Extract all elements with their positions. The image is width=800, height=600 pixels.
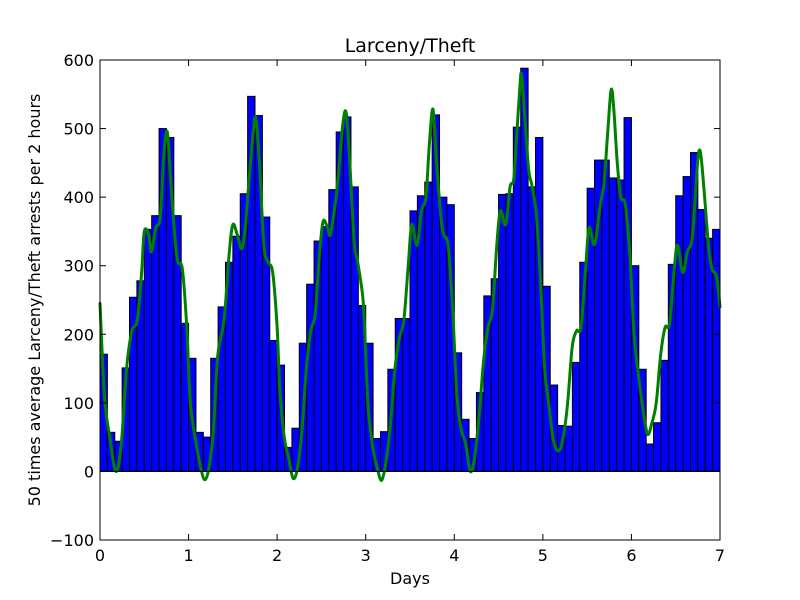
y-tick-label: 400 xyxy=(63,188,94,207)
histogram-bar xyxy=(564,425,573,472)
smoothed-line xyxy=(98,71,722,482)
y-tick-label: 0 xyxy=(84,462,94,481)
histogram-bar xyxy=(653,422,662,472)
y-tick-label: 600 xyxy=(63,51,94,70)
y-axis-label: 50 times average Larceny/Theft arrests p… xyxy=(25,94,44,507)
histogram-bar xyxy=(608,177,618,472)
x-tick-label: 6 xyxy=(626,546,636,565)
histogram-bar xyxy=(505,193,514,472)
histogram-bar xyxy=(682,176,691,472)
x-tick-label: 3 xyxy=(361,546,371,565)
y-tick-label: 300 xyxy=(63,257,94,276)
chart-title: Larceny/Theft xyxy=(345,35,476,57)
histogram-bar xyxy=(232,235,241,472)
histogram-bar xyxy=(697,208,706,472)
plot-frame xyxy=(99,59,721,541)
x-tick-label: 7 xyxy=(715,546,725,565)
bars-layer xyxy=(99,67,721,472)
histogram-bar xyxy=(623,117,632,472)
histogram-bar xyxy=(675,195,684,472)
histogram-bar xyxy=(645,443,655,472)
x-tick-label: 0 xyxy=(95,546,105,565)
x-tick-label: 5 xyxy=(538,546,548,565)
histogram-bar xyxy=(498,193,507,472)
histogram-bar xyxy=(601,159,610,472)
histogram-bar xyxy=(409,210,418,472)
histogram-bar xyxy=(306,283,315,472)
histogram-bar xyxy=(320,226,330,472)
histogram-bar xyxy=(424,181,433,472)
histogram-bar xyxy=(660,359,669,472)
histogram-bar xyxy=(527,186,536,472)
histogram-bar xyxy=(402,318,411,472)
y-tick-label: 200 xyxy=(63,325,94,344)
histogram-bar xyxy=(704,237,714,472)
line-layer xyxy=(98,71,722,482)
y-tick-label: −100 xyxy=(50,531,94,550)
histogram-bar xyxy=(616,179,625,472)
histogram-bar xyxy=(269,339,278,472)
x-tick-label: 1 xyxy=(183,546,193,565)
histogram-bar xyxy=(151,215,160,472)
histogram-bar xyxy=(143,228,153,472)
x-tick-label: 2 xyxy=(272,546,282,565)
x-tick-label: 4 xyxy=(449,546,459,565)
x-axis-label: Days xyxy=(390,569,430,588)
y-tick-label: 100 xyxy=(63,394,94,413)
histogram-bar xyxy=(571,361,581,472)
y-tick-label: 500 xyxy=(63,120,94,139)
